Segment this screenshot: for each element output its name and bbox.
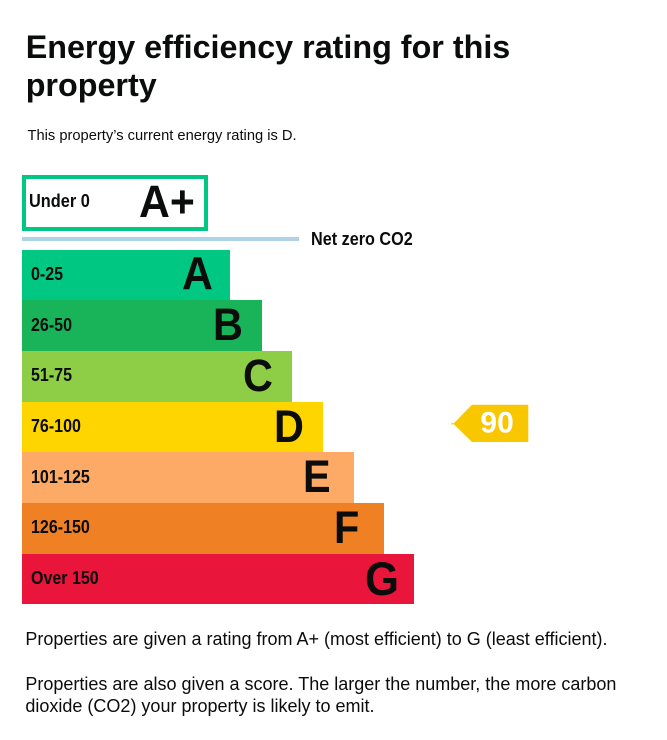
svg-text:90: 90 bbox=[481, 406, 514, 439]
